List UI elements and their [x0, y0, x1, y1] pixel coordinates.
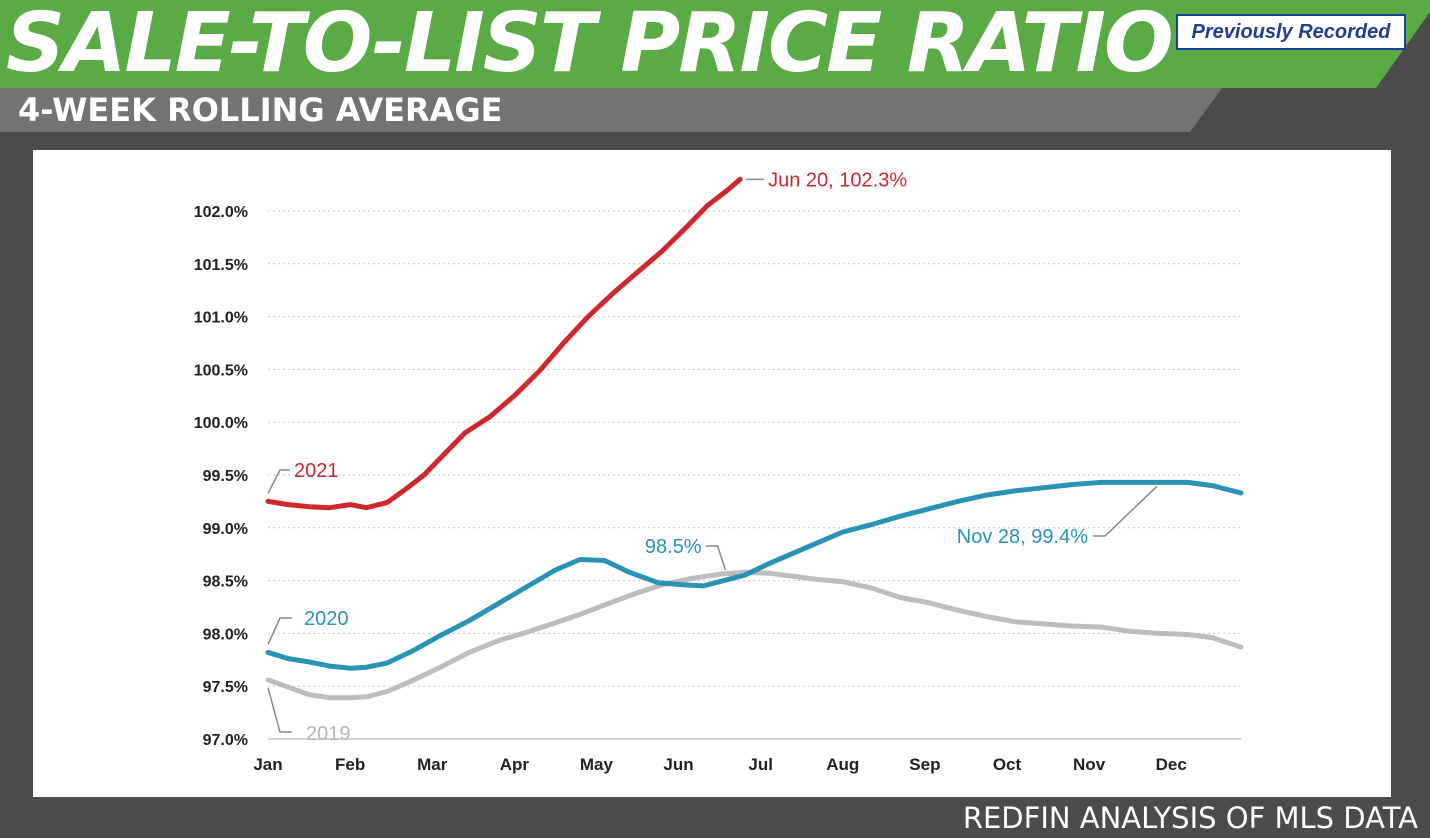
leader-line-2021 [267, 469, 290, 494]
series-label-2021: 2021 [294, 460, 339, 482]
x-tick-label: Jul [748, 755, 773, 774]
x-tick-label: Mar [417, 755, 448, 774]
series-label-2019: 2019 [306, 723, 351, 745]
annotation-98-5: 98.5% [645, 536, 702, 558]
y-tick-label: 98.5% [203, 574, 248, 591]
series-line-2020 [265, 479, 1244, 671]
y-tick-label: 101.5% [194, 257, 248, 274]
subtitle-bar [0, 88, 1222, 132]
annotation-nov28: Nov 28, 99.4% [957, 526, 1088, 548]
y-tick-label: 99.5% [203, 468, 248, 485]
x-tick-label: Sep [909, 755, 940, 774]
source-note: REDFIN ANALYSIS OF MLS DATA [962, 801, 1418, 835]
x-tick-label: Nov [1073, 755, 1106, 774]
gridlines [268, 210, 1241, 740]
y-tick-label: 97.0% [203, 732, 248, 749]
previously-recorded-badge: Previously Recorded [1176, 14, 1406, 50]
x-tick-label: May [580, 755, 614, 774]
x-axis-ticks: Jan Feb Mar Apr May Jun Jul Aug Sep Oct Nov Dec [253, 755, 1186, 774]
x-tick-label: Oct [993, 755, 1022, 774]
leader-line-98-5 [705, 545, 727, 571]
y-axis-ticks: 97.0% 97.5% 98.0% 98.5% 99.0% 99.5% 100.0% 100.… [194, 204, 248, 749]
x-tick-label: Jun [663, 755, 693, 774]
leader-line-2019 [267, 687, 292, 733]
annotation-jun20: Jun 20, 102.3% [768, 169, 907, 191]
y-tick-label: 97.5% [203, 679, 248, 696]
chart-subtitle: 4-WEEK ROLLING AVERAGE [18, 91, 503, 129]
y-tick-label: 100.0% [194, 415, 248, 432]
series-line-2021 [265, 176, 743, 511]
x-tick-label: Feb [335, 755, 365, 774]
series-lines [265, 176, 1244, 701]
x-tick-label: Aug [826, 755, 859, 774]
leader-line-nov28 [1093, 485, 1158, 537]
y-tick-label: 98.0% [203, 626, 248, 643]
y-tick-label: 100.5% [194, 362, 248, 379]
annotations: Jun 20, 102.3% 98.5% Nov 28, 99.4% 2021 … [267, 169, 1158, 745]
series-line-2019 [265, 569, 1244, 701]
chart-panel: 97.0% 97.5% 98.0% 98.5% 99.0% 99.5% 100.0% 100.… [33, 150, 1391, 797]
leader-line-2020 [267, 617, 292, 645]
y-tick-label: 99.0% [203, 521, 248, 538]
x-tick-label: Apr [500, 755, 530, 774]
x-tick-label: Jan [253, 755, 282, 774]
y-tick-label: 101.0% [194, 310, 248, 327]
series-label-2020: 2020 [304, 608, 349, 630]
x-tick-label: Dec [1156, 755, 1187, 774]
y-tick-label: 102.0% [194, 204, 248, 221]
chart-title: SALE-TO-LIST PRICE RATIO [6, 0, 1174, 91]
line-chart: 97.0% 97.5% 98.0% 98.5% 99.0% 99.5% 100.0% 100.… [194, 169, 1244, 774]
